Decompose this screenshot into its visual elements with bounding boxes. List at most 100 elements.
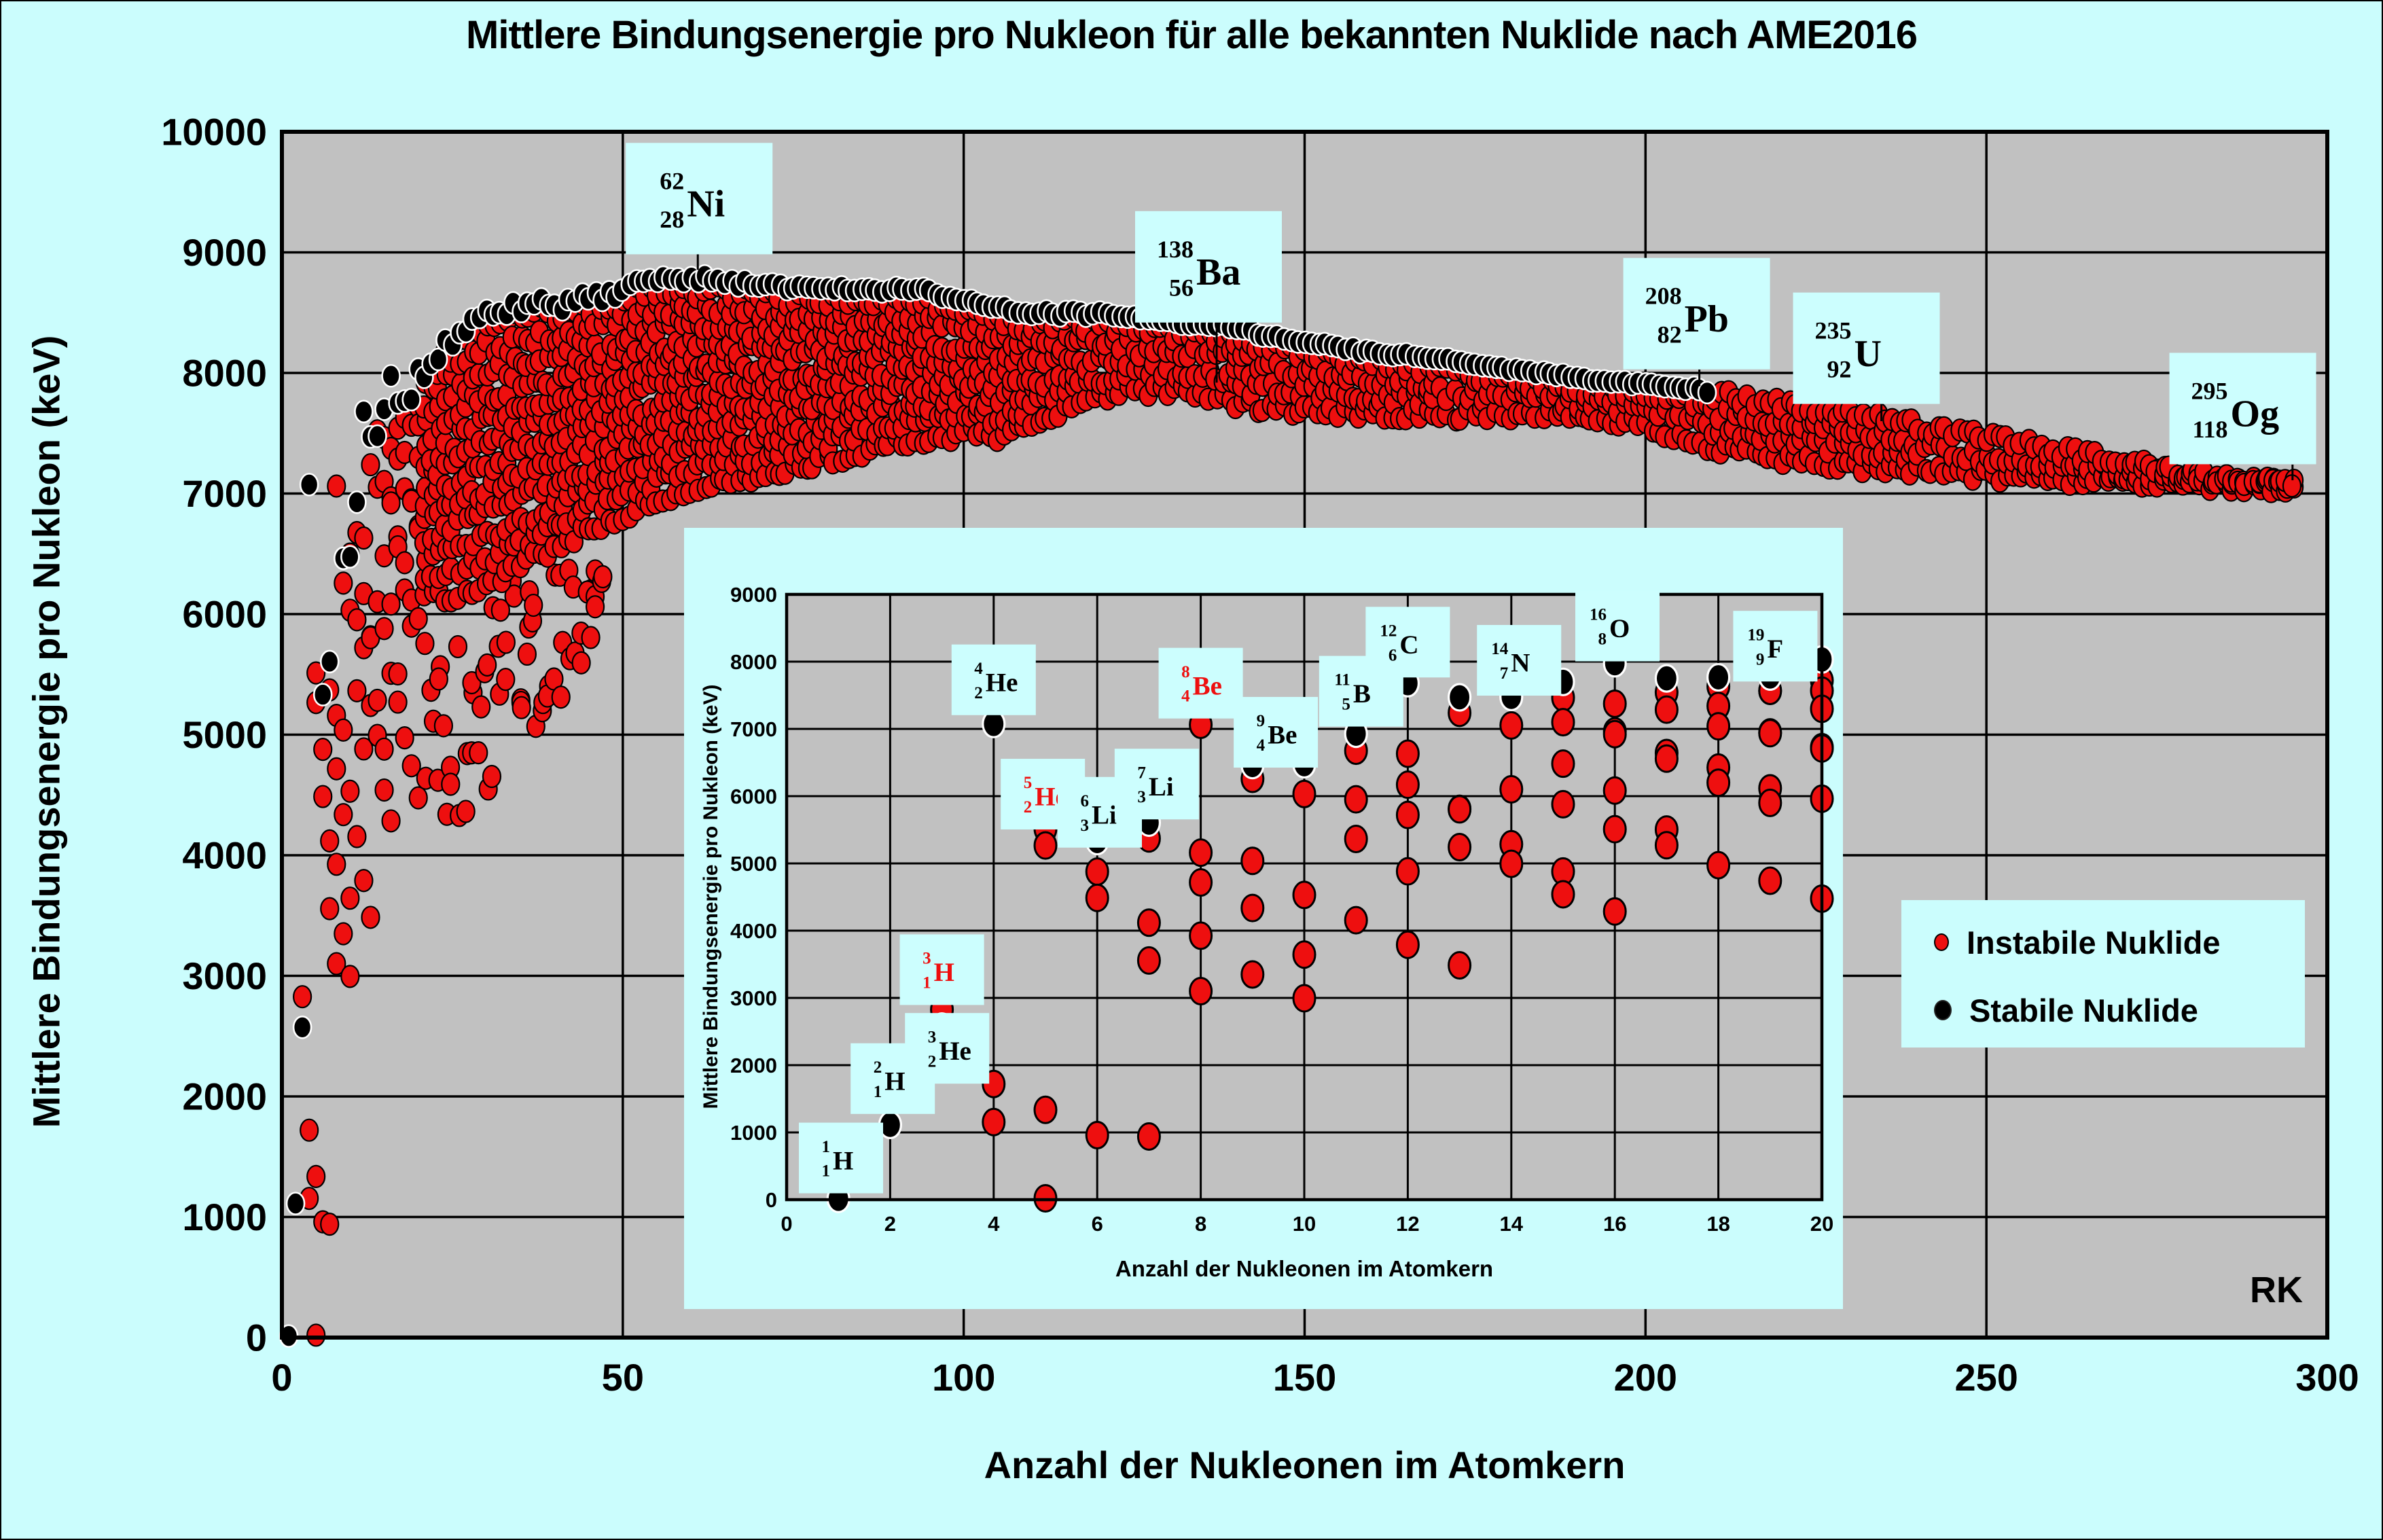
- nuclide-point: [285, 1192, 306, 1215]
- nuclide-point: [1758, 788, 1782, 817]
- y-tick-label: 2000: [730, 1054, 777, 1077]
- nuclide-atomic-number: 28: [660, 206, 684, 233]
- nuclide-atomic-number: 2: [1024, 798, 1033, 817]
- nuclide-label-19F: 19 9 F: [1733, 611, 1818, 682]
- nuclide-point: [334, 571, 353, 595]
- nuclide-label-16O: 16 8 O: [1575, 590, 1660, 662]
- nuclide-mass-number: 9: [1257, 712, 1266, 730]
- plot-border: [280, 130, 2329, 1340]
- nuclide-point: [401, 754, 421, 778]
- nuclide-point: [512, 696, 531, 719]
- y-tick-label: 5000: [730, 852, 777, 876]
- y-tick-label: 1000: [182, 1196, 267, 1238]
- nuclide-point: [571, 651, 591, 675]
- nuclide-point: [433, 714, 453, 738]
- author-signature: RK: [2250, 1270, 2303, 1310]
- nuclide-point: [319, 649, 340, 674]
- nuclide-point: [1395, 770, 1420, 800]
- nuclide-label-box: [626, 143, 773, 255]
- nuclide-point: [292, 1015, 312, 1039]
- nuclide-point: [1602, 814, 1627, 844]
- nuclide-mass-number: 295: [2191, 377, 2228, 404]
- nuclide-symbol: H: [884, 1067, 905, 1096]
- nuclide-mass-number: 4: [974, 660, 983, 678]
- nuclide-point: [1706, 662, 1731, 692]
- nuclide-symbol: Pb: [1685, 298, 1729, 340]
- x-tick-label: 50: [602, 1356, 644, 1399]
- nuclide-label-box: [1733, 611, 1818, 682]
- nuclide-point: [1136, 1122, 1161, 1151]
- nuclide-atomic-number: 56: [1169, 274, 1194, 301]
- y-tick-label: 6000: [730, 785, 777, 808]
- inset-chart: 0 2 4 6 8 10 12 14 16 18 20 0 1000 2000 3000 4000 5000 60…: [684, 528, 1843, 1309]
- nuclide-point: [374, 737, 394, 761]
- nuclide-label-box: [1623, 257, 1770, 370]
- nuclide-point: [381, 491, 401, 515]
- nuclide-symbol: He: [986, 668, 1018, 697]
- stable-dot-icon: [1934, 1000, 1952, 1020]
- nuclide-point: [395, 551, 414, 575]
- nuclide-symbol: Li: [1092, 800, 1117, 829]
- nuclide-point: [374, 778, 394, 802]
- nuclide-point: [1499, 774, 1524, 804]
- legend-label-stable: Stabile Nuklide: [1969, 992, 2198, 1028]
- nuclide-label-295Og: 295 118 Og: [2169, 353, 2316, 465]
- nuclide-atomic-number: 3: [1081, 817, 1090, 835]
- nuclide-point: [320, 897, 340, 920]
- nuclide-point: [1758, 866, 1782, 895]
- nuclide-label-235U: 235 92 U: [1793, 292, 1940, 404]
- nuclide-point: [347, 679, 367, 702]
- nuclide-point: [1240, 846, 1265, 876]
- nuclide-atomic-number: 9: [1756, 650, 1765, 668]
- nuclide-point: [408, 786, 428, 810]
- nuclide-point: [1344, 906, 1368, 935]
- nuclide-point: [1136, 946, 1161, 975]
- nuclide-label-box: [899, 934, 984, 1005]
- nuclide-mass-number: 7: [1137, 764, 1146, 782]
- nuclide-point: [456, 800, 476, 823]
- inset-y-axis-title: Mittlere Bindungsenergie pro Nukleon (ke…: [700, 684, 722, 1109]
- nuclide-point: [482, 764, 502, 789]
- nuclide-point: [429, 667, 448, 691]
- x-tick-label: 18: [1706, 1212, 1730, 1236]
- tick-labels: 0 2 4 6 8 10 12 14 16 18 2001000200030004000500060…: [730, 583, 1833, 1236]
- nuclide-label-box: [1134, 211, 1282, 323]
- nuclide-point: [1085, 883, 1109, 912]
- nuclide-point: [1189, 977, 1213, 1006]
- nuclide-point: [408, 607, 428, 630]
- nuclide-point: [1292, 880, 1316, 910]
- nuclide-point: [1292, 940, 1316, 969]
- nuclide-point: [306, 1323, 326, 1347]
- nuclide-point: [1602, 719, 1627, 749]
- y-tick-label: 8000: [730, 650, 777, 674]
- nuclide-symbol: Li: [1149, 772, 1174, 802]
- nuclide-label-box: [905, 1013, 990, 1084]
- nuclide-point: [374, 617, 394, 641]
- nuclide-label-box: [799, 1122, 884, 1194]
- nuclide-mass-number: 8: [1181, 663, 1190, 681]
- nuclide-point: [462, 670, 482, 695]
- nuclide-point: [1033, 1095, 1058, 1124]
- nuclide-point: [1189, 921, 1213, 950]
- nuclide-mass-number: 5: [1024, 774, 1033, 792]
- nuclide-point: [478, 653, 497, 677]
- y-tick-label: 6000: [182, 593, 267, 636]
- nuclide-point: [347, 608, 367, 632]
- y-tick-label: 2000: [182, 1075, 267, 1118]
- nuclide-point: [1292, 984, 1316, 1013]
- nuclide-point: [320, 829, 340, 853]
- nuclide-point: [1344, 824, 1368, 853]
- nuclide-point: [469, 741, 488, 765]
- nuclide-label-138Ba: 138 56 Ba: [1134, 211, 1282, 323]
- y-tick-label: 4000: [182, 834, 267, 877]
- inset-x-axis-title: Anzahl der Nukleonen im Atomkern: [1115, 1256, 1494, 1281]
- nuclide-point: [354, 737, 374, 761]
- inset-chart-svg: 0 2 4 6 8 10 12 14 16 18 2001000200030004000500060…: [730, 583, 1834, 1236]
- nuclide-point: [1551, 789, 1575, 819]
- nuclide-label-208Pb: 208 82 Pb: [1623, 257, 1770, 370]
- nuclide-point: [368, 688, 387, 713]
- nuclide-label-7Li: 7 3 Li: [1114, 749, 1199, 820]
- nuclide-point: [340, 965, 360, 988]
- y-tick-label: 7000: [730, 717, 777, 741]
- nuclide-mass-number: 6: [1081, 792, 1090, 810]
